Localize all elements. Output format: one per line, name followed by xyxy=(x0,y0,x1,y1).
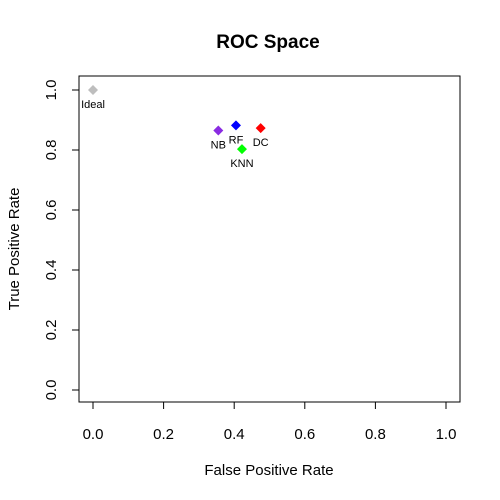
x-tick-label: 0.2 xyxy=(153,426,174,443)
plot-area xyxy=(79,76,460,402)
y-tick-label: 1.0 xyxy=(43,80,60,101)
x-axis: 0.0 0.2 0.4 0.6 0.8 1.0 xyxy=(83,402,457,443)
y-axis: 0.0 0.2 0.4 0.6 0.8 1.0 xyxy=(43,80,79,401)
x-tick-label: 1.0 xyxy=(436,426,457,443)
point-label-dc: DC xyxy=(253,137,269,149)
y-tick-label: 0.2 xyxy=(43,320,60,341)
x-tick-label: 0.0 xyxy=(83,426,104,443)
point-label-rf: RF xyxy=(229,134,244,146)
point-label-knn: KNN xyxy=(230,158,253,170)
point-rf xyxy=(231,120,241,130)
chart-title: ROC Space xyxy=(216,32,319,53)
x-tick-label: 0.4 xyxy=(224,426,245,443)
x-tick-label: 0.8 xyxy=(365,426,386,443)
point-label-ideal: Ideal xyxy=(81,99,105,111)
y-tick-label: 0.4 xyxy=(43,260,60,281)
point-dc xyxy=(256,123,266,133)
point-nb xyxy=(213,126,223,136)
y-tick-label: 0.6 xyxy=(43,200,60,221)
point-ideal xyxy=(88,85,98,95)
y-axis-title: True Positive Rate xyxy=(6,188,23,311)
point-label-nb: NB xyxy=(211,140,226,152)
x-tick-label: 0.6 xyxy=(294,426,315,443)
x-axis-title: False Positive Rate xyxy=(204,462,333,479)
y-tick-label: 0.0 xyxy=(43,380,60,401)
y-tick-label: 0.8 xyxy=(43,140,60,161)
